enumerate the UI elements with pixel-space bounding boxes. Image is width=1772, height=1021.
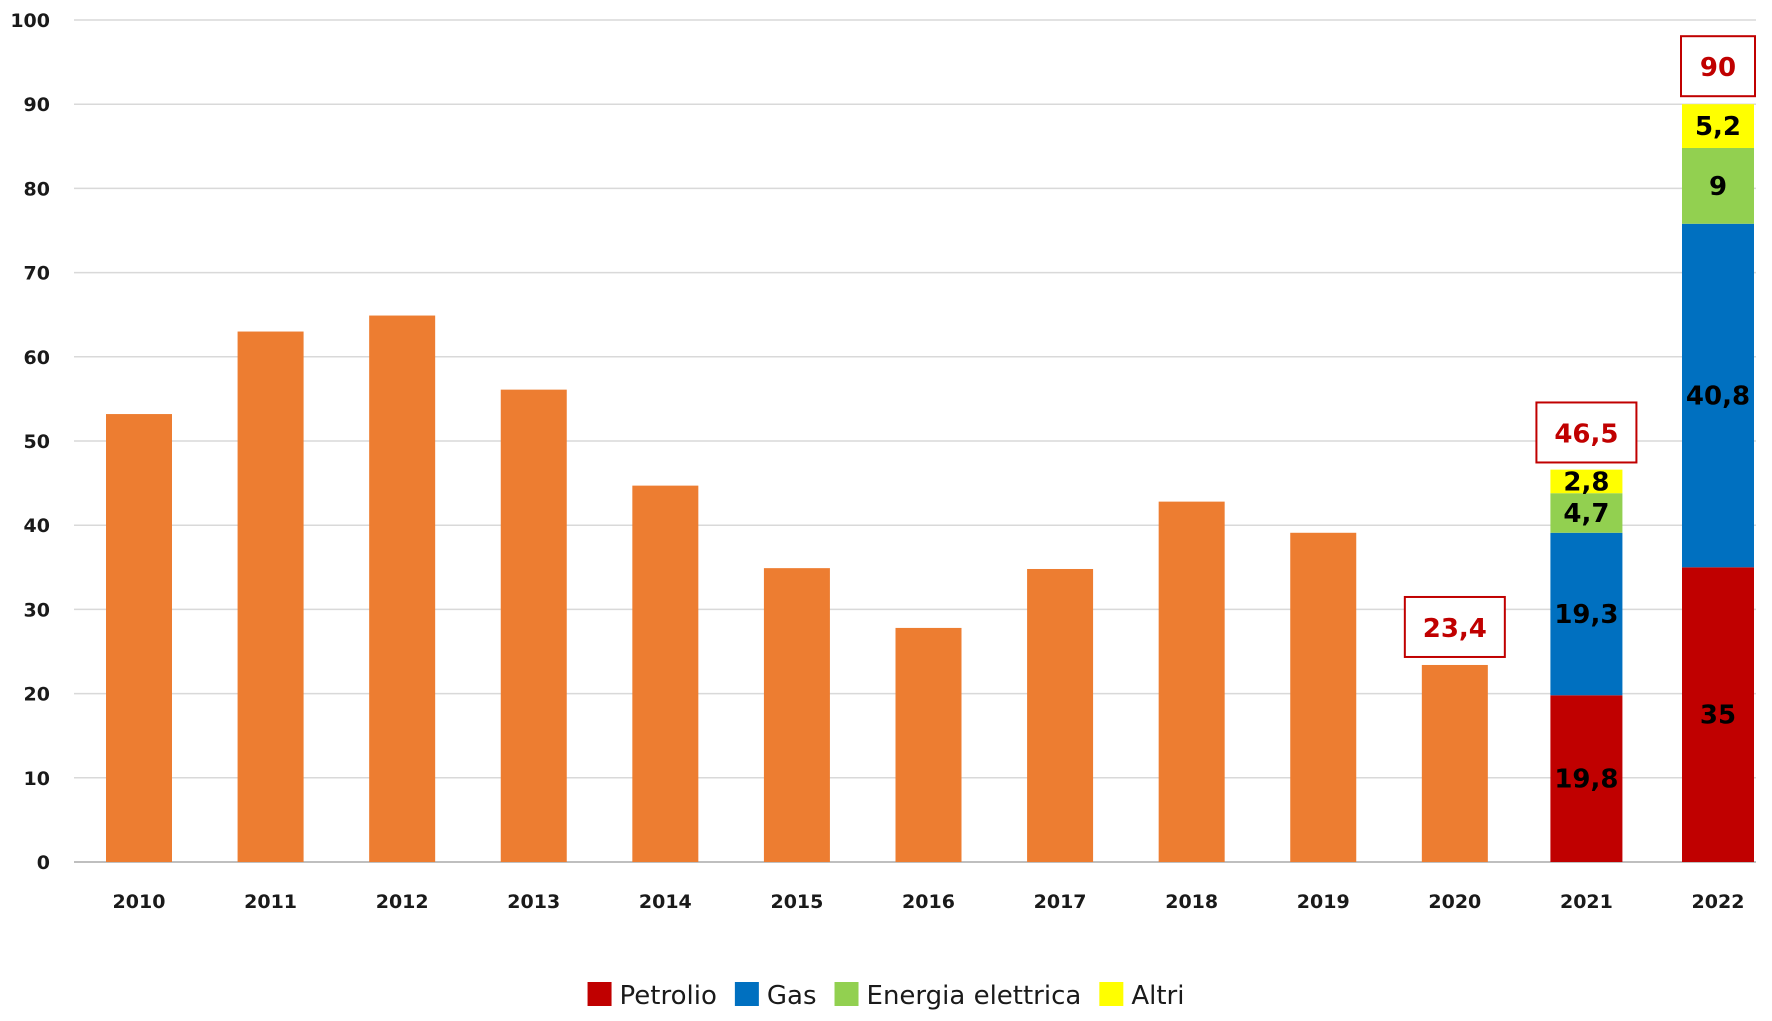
x-tick-label-2021: 2021 bbox=[1560, 891, 1613, 913]
x-tick-label-2018: 2018 bbox=[1165, 891, 1218, 913]
legend-label-gas: Gas bbox=[767, 981, 817, 1011]
y-tick-label-90: 90 bbox=[24, 94, 50, 116]
bar-segment-petrolio-2022 bbox=[1682, 567, 1754, 862]
bar-segment-altri-2021 bbox=[1550, 469, 1623, 494]
data-label-gas-2022: 40,8 bbox=[1686, 382, 1750, 412]
data-label-energia-elettrica-2021: 4,7 bbox=[1563, 499, 1609, 529]
bar-segment-gas-2022 bbox=[1682, 223, 1754, 568]
total-callout-2021: 46,5 bbox=[1554, 419, 1618, 449]
total-callout-box-2020 bbox=[1403, 595, 1506, 658]
legend-label-energia-elettrica: Energia elettrica bbox=[867, 981, 1082, 1011]
y-tick-label-80: 80 bbox=[24, 178, 50, 200]
legend-swatch-altri bbox=[1099, 982, 1124, 1006]
bar-2010 bbox=[106, 414, 172, 862]
y-tick-label-60: 60 bbox=[24, 347, 50, 369]
x-tick-label-2016: 2016 bbox=[902, 891, 955, 913]
data-label-altri-2022: 5,2 bbox=[1695, 112, 1741, 142]
gridlines bbox=[74, 19, 1756, 863]
data-label-petrolio-2022: 35 bbox=[1700, 701, 1736, 731]
y-tick-label-50: 50 bbox=[24, 431, 50, 453]
y-tick-label-100: 100 bbox=[10, 10, 50, 32]
y-tick-label-40: 40 bbox=[24, 515, 50, 537]
bar-2011 bbox=[237, 331, 304, 862]
x-tick-label-2020: 2020 bbox=[1428, 891, 1481, 913]
bar-segment-energia-elettrica-2021 bbox=[1550, 493, 1623, 533]
x-tick-label-2011: 2011 bbox=[244, 891, 297, 913]
legend-label-altri: Altri bbox=[1131, 981, 1184, 1011]
y-tick-label-70: 70 bbox=[24, 263, 50, 285]
bar-2019 bbox=[1290, 532, 1357, 862]
x-tick-label-2012: 2012 bbox=[376, 891, 429, 913]
data-label-altri-2021: 2,8 bbox=[1563, 467, 1609, 497]
y-tick-label-10: 10 bbox=[24, 768, 50, 790]
bar-2015 bbox=[763, 568, 830, 862]
data-label-energia-elettrica-2022: 9 bbox=[1709, 172, 1727, 202]
legend-swatch-petrolio bbox=[587, 982, 612, 1006]
legend-swatch-energia-elettrica bbox=[834, 982, 859, 1006]
total-callout-2020: 23,4 bbox=[1423, 614, 1487, 644]
x-tick-label-2022: 2022 bbox=[1692, 891, 1745, 913]
bar-2017 bbox=[1027, 568, 1094, 862]
total-callout-box-2022 bbox=[1680, 35, 1756, 98]
bars: 19,8 19,3 4,72,8 35 40,8 9 5,2 23,4 46,5 90 bbox=[106, 35, 1756, 862]
data-label-gas-2021: 19,3 bbox=[1554, 600, 1618, 630]
x-tick-label-2015: 2015 bbox=[770, 891, 823, 913]
bar-segment-petrolio-2021 bbox=[1550, 695, 1623, 862]
data-label-petrolio-2021: 19,8 bbox=[1554, 765, 1618, 795]
bar-segment-altri-2022 bbox=[1682, 104, 1754, 148]
y-tick-label-30: 30 bbox=[24, 599, 50, 621]
x-tick-label-2010: 2010 bbox=[113, 891, 166, 913]
bar-segment-energia-elettrica-2022 bbox=[1682, 147, 1754, 224]
x-tick-label-2013: 2013 bbox=[507, 891, 560, 913]
bar-2016 bbox=[895, 627, 962, 862]
total-callout-box-2021 bbox=[1535, 401, 1638, 464]
bar-segment-gas-2021 bbox=[1550, 532, 1623, 696]
x-tick-label-2014: 2014 bbox=[639, 891, 692, 913]
bar-2018 bbox=[1158, 501, 1225, 862]
x-tick-label-2019: 2019 bbox=[1297, 891, 1350, 913]
bar-2012 bbox=[369, 315, 436, 862]
bar-2020 bbox=[1421, 664, 1488, 862]
total-callout-2022: 90 bbox=[1700, 53, 1736, 83]
legend-label-petrolio: Petrolio bbox=[620, 981, 717, 1011]
legend: Petrolio Gas Energia elettrica Altri bbox=[587, 981, 1184, 1011]
y-axis-ticks: 0 10 20 30 40 50 60 70 80 90 100 bbox=[10, 10, 50, 874]
bar-2014 bbox=[632, 485, 699, 862]
x-axis-ticks: 2010 2011 2012 2013 2014 2015 2016 2017 2018 2019… bbox=[113, 891, 1745, 913]
x-tick-label-2017: 2017 bbox=[1034, 891, 1087, 913]
legend-swatch-gas bbox=[734, 982, 759, 1006]
bar-2013 bbox=[500, 389, 567, 862]
y-tick-label-0: 0 bbox=[37, 852, 50, 874]
y-tick-label-20: 20 bbox=[24, 684, 50, 706]
